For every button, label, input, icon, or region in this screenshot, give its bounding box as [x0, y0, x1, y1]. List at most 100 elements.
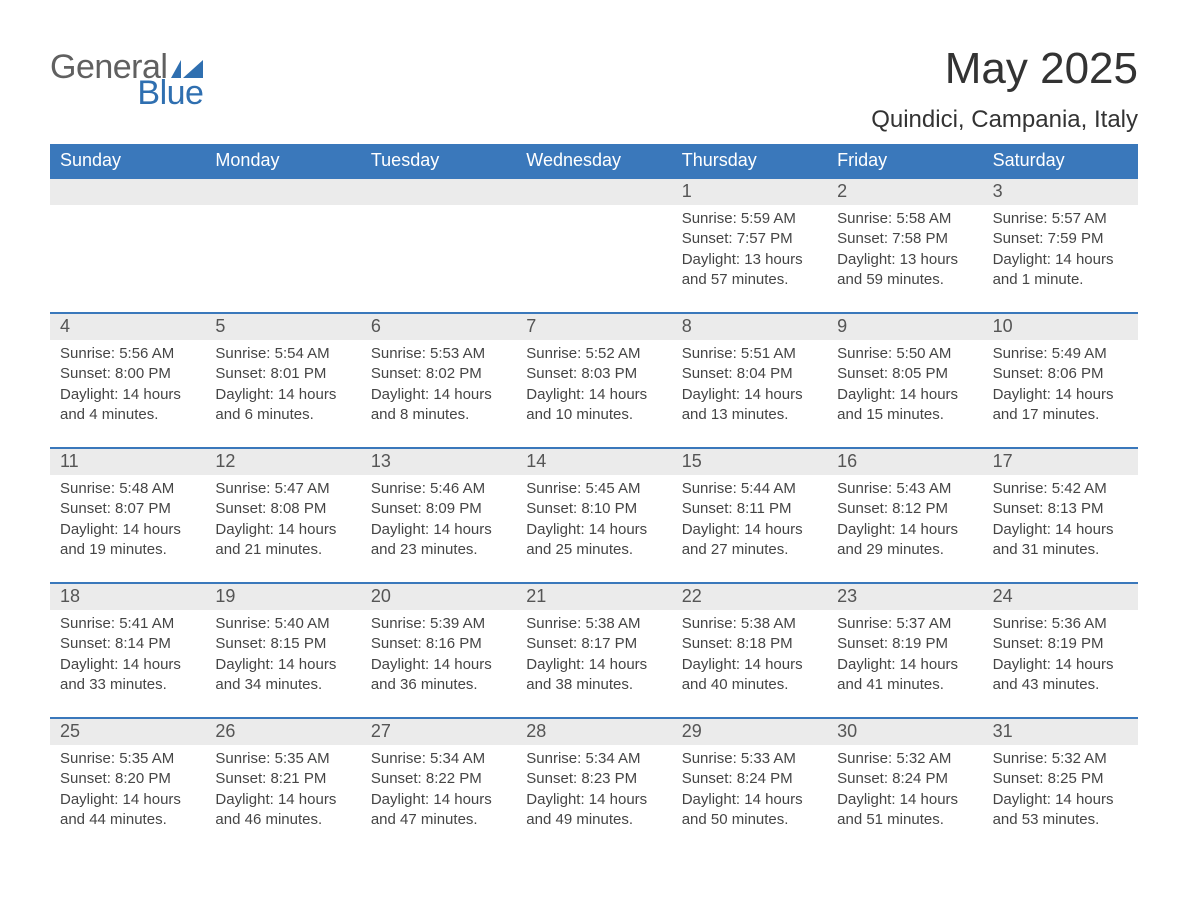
day-detail-cell: Sunrise: 5:54 AMSunset: 8:01 PMDaylight:… [205, 340, 360, 447]
sunrise-text: Sunrise: 5:38 AM [526, 614, 663, 634]
day-detail-cell [205, 205, 360, 312]
day-detail-cell: Sunrise: 5:32 AMSunset: 8:25 PMDaylight:… [983, 745, 1138, 852]
day-detail-cell: Sunrise: 5:38 AMSunset: 8:18 PMDaylight:… [672, 610, 827, 717]
daylight-text: Daylight: 14 hours and 23 minutes. [371, 520, 508, 561]
sunrise-text: Sunrise: 5:50 AM [837, 344, 974, 364]
day-detail-cell: Sunrise: 5:32 AMSunset: 8:24 PMDaylight:… [827, 745, 982, 852]
day-detail-cell: Sunrise: 5:58 AMSunset: 7:58 PMDaylight:… [827, 205, 982, 312]
daylight-text: Daylight: 14 hours and 15 minutes. [837, 385, 974, 426]
sunrise-text: Sunrise: 5:59 AM [682, 209, 819, 229]
day-number-cell: 13 [361, 449, 516, 475]
day-detail-cell: Sunrise: 5:35 AMSunset: 8:20 PMDaylight:… [50, 745, 205, 852]
sunrise-text: Sunrise: 5:36 AM [993, 614, 1130, 634]
sunrise-text: Sunrise: 5:54 AM [215, 344, 352, 364]
sunrise-text: Sunrise: 5:45 AM [526, 479, 663, 499]
daylight-text: Daylight: 14 hours and 51 minutes. [837, 790, 974, 831]
daylight-text: Daylight: 14 hours and 25 minutes. [526, 520, 663, 561]
sunrise-text: Sunrise: 5:35 AM [215, 749, 352, 769]
day-number-cell: 24 [983, 584, 1138, 610]
sunrise-text: Sunrise: 5:32 AM [993, 749, 1130, 769]
day-number-cell: 27 [361, 719, 516, 745]
sunset-text: Sunset: 8:12 PM [837, 499, 974, 519]
sunrise-text: Sunrise: 5:43 AM [837, 479, 974, 499]
sunrise-text: Sunrise: 5:51 AM [682, 344, 819, 364]
sunrise-text: Sunrise: 5:48 AM [60, 479, 197, 499]
day-detail-cell: Sunrise: 5:37 AMSunset: 8:19 PMDaylight:… [827, 610, 982, 717]
day-detail-cell: Sunrise: 5:50 AMSunset: 8:05 PMDaylight:… [827, 340, 982, 447]
sunset-text: Sunset: 8:01 PM [215, 364, 352, 384]
day-detail-cell: Sunrise: 5:33 AMSunset: 8:24 PMDaylight:… [672, 745, 827, 852]
day-detail-cell: Sunrise: 5:47 AMSunset: 8:08 PMDaylight:… [205, 475, 360, 582]
logo: General Blue [50, 44, 203, 110]
daylight-text: Daylight: 14 hours and 29 minutes. [837, 520, 974, 561]
sunset-text: Sunset: 8:15 PM [215, 634, 352, 654]
calendar: SundayMondayTuesdayWednesdayThursdayFrid… [50, 144, 1138, 852]
day-detail-cell [361, 205, 516, 312]
sunrise-text: Sunrise: 5:53 AM [371, 344, 508, 364]
daylight-text: Daylight: 14 hours and 38 minutes. [526, 655, 663, 696]
sunrise-text: Sunrise: 5:38 AM [682, 614, 819, 634]
weekday-header-cell: Wednesday [516, 144, 671, 177]
day-number-cell [50, 179, 205, 205]
day-number-cell: 3 [983, 179, 1138, 205]
day-number-cell: 4 [50, 314, 205, 340]
sunrise-text: Sunrise: 5:47 AM [215, 479, 352, 499]
day-detail-cell: Sunrise: 5:35 AMSunset: 8:21 PMDaylight:… [205, 745, 360, 852]
sunset-text: Sunset: 8:07 PM [60, 499, 197, 519]
day-number-cell: 7 [516, 314, 671, 340]
day-number-cell: 2 [827, 179, 982, 205]
sunrise-text: Sunrise: 5:58 AM [837, 209, 974, 229]
weekday-header-cell: Friday [827, 144, 982, 177]
day-number-cell: 5 [205, 314, 360, 340]
day-number-cell: 14 [516, 449, 671, 475]
sunset-text: Sunset: 8:17 PM [526, 634, 663, 654]
daynum-strip: 25262728293031 [50, 719, 1138, 745]
sunrise-text: Sunrise: 5:34 AM [371, 749, 508, 769]
day-detail-cell: Sunrise: 5:43 AMSunset: 8:12 PMDaylight:… [827, 475, 982, 582]
day-detail-cell: Sunrise: 5:39 AMSunset: 8:16 PMDaylight:… [361, 610, 516, 717]
daylight-text: Daylight: 14 hours and 13 minutes. [682, 385, 819, 426]
daylight-text: Daylight: 14 hours and 41 minutes. [837, 655, 974, 696]
daylight-text: Daylight: 14 hours and 47 minutes. [371, 790, 508, 831]
daylight-text: Daylight: 14 hours and 50 minutes. [682, 790, 819, 831]
sunrise-text: Sunrise: 5:33 AM [682, 749, 819, 769]
sunset-text: Sunset: 8:08 PM [215, 499, 352, 519]
sunset-text: Sunset: 8:13 PM [993, 499, 1130, 519]
sunrise-text: Sunrise: 5:40 AM [215, 614, 352, 634]
sunset-text: Sunset: 8:00 PM [60, 364, 197, 384]
sunset-text: Sunset: 8:25 PM [993, 769, 1130, 789]
sunset-text: Sunset: 8:24 PM [682, 769, 819, 789]
sunset-text: Sunset: 8:09 PM [371, 499, 508, 519]
day-number-cell: 11 [50, 449, 205, 475]
day-detail-cell: Sunrise: 5:57 AMSunset: 7:59 PMDaylight:… [983, 205, 1138, 312]
day-number-cell [205, 179, 360, 205]
sunset-text: Sunset: 8:18 PM [682, 634, 819, 654]
daynum-strip: 123 [50, 179, 1138, 205]
daylight-text: Daylight: 14 hours and 21 minutes. [215, 520, 352, 561]
sunrise-text: Sunrise: 5:35 AM [60, 749, 197, 769]
day-number-cell [361, 179, 516, 205]
detail-row: Sunrise: 5:56 AMSunset: 8:00 PMDaylight:… [50, 340, 1138, 447]
daylight-text: Daylight: 14 hours and 34 minutes. [215, 655, 352, 696]
sunrise-text: Sunrise: 5:46 AM [371, 479, 508, 499]
sunset-text: Sunset: 8:03 PM [526, 364, 663, 384]
day-number-cell [516, 179, 671, 205]
daylight-text: Daylight: 14 hours and 1 minute. [993, 250, 1130, 291]
sunset-text: Sunset: 8:04 PM [682, 364, 819, 384]
day-detail-cell: Sunrise: 5:56 AMSunset: 8:00 PMDaylight:… [50, 340, 205, 447]
sunrise-text: Sunrise: 5:41 AM [60, 614, 197, 634]
daylight-text: Daylight: 14 hours and 43 minutes. [993, 655, 1130, 696]
day-number-cell: 21 [516, 584, 671, 610]
sunrise-text: Sunrise: 5:32 AM [837, 749, 974, 769]
day-number-cell: 25 [50, 719, 205, 745]
daylight-text: Daylight: 14 hours and 36 minutes. [371, 655, 508, 696]
day-number-cell: 20 [361, 584, 516, 610]
detail-row: Sunrise: 5:35 AMSunset: 8:20 PMDaylight:… [50, 745, 1138, 852]
daylight-text: Daylight: 14 hours and 10 minutes. [526, 385, 663, 426]
day-detail-cell: Sunrise: 5:59 AMSunset: 7:57 PMDaylight:… [672, 205, 827, 312]
daylight-text: Daylight: 14 hours and 4 minutes. [60, 385, 197, 426]
day-detail-cell: Sunrise: 5:53 AMSunset: 8:02 PMDaylight:… [361, 340, 516, 447]
day-number-cell: 22 [672, 584, 827, 610]
sunset-text: Sunset: 8:02 PM [371, 364, 508, 384]
sunrise-text: Sunrise: 5:39 AM [371, 614, 508, 634]
